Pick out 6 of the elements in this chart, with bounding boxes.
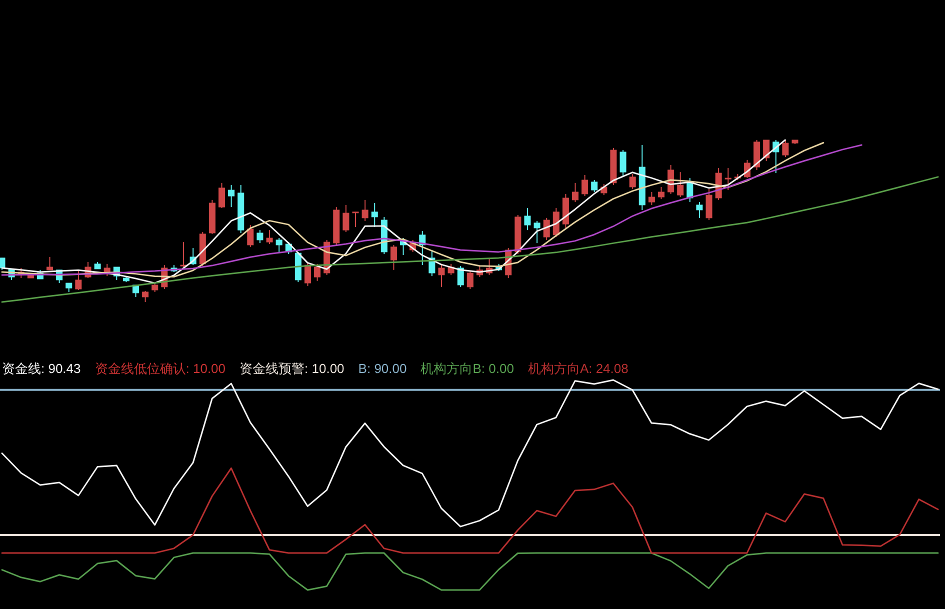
text: 资金线低位确认: 10.00: [94, 361, 226, 376]
text: 机构方向A: 24.08: [528, 361, 628, 376]
text: 资金线: 90.43: [2, 361, 81, 376]
text: 机构方向B: 0.00: [420, 361, 514, 376]
text: B: 90.00: [358, 361, 407, 376]
text: 资金线预警: 10.00: [240, 361, 344, 376]
